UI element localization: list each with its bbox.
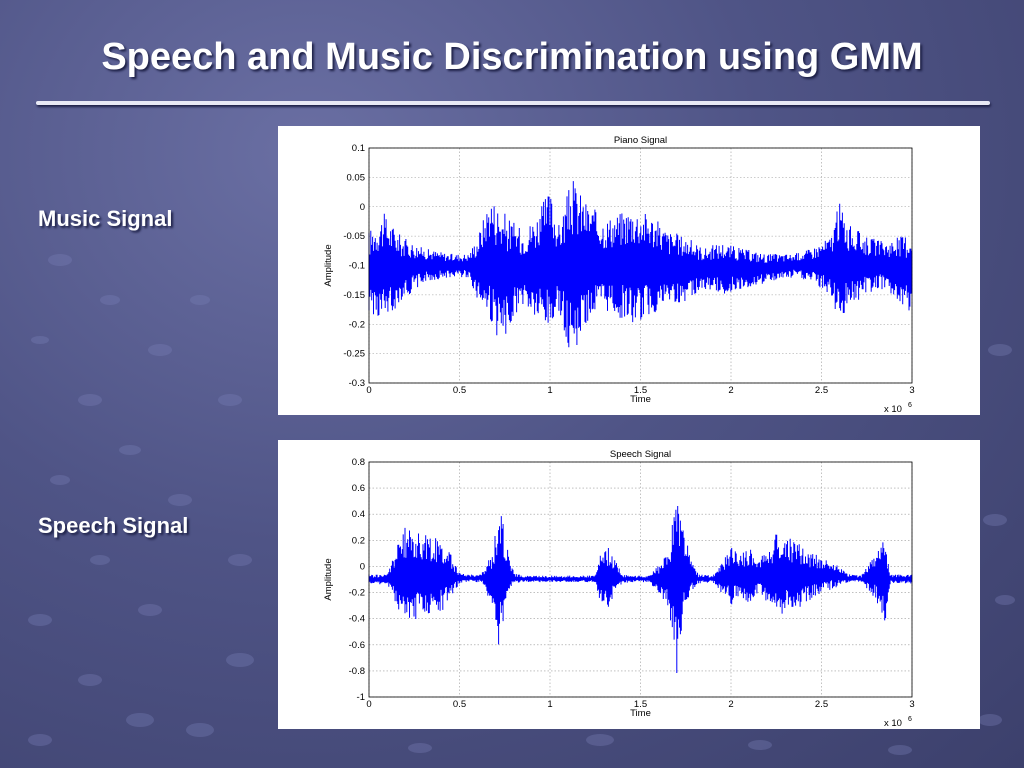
y-tick-label: -0.1	[349, 261, 365, 272]
x-multiplier-exponent: 6	[908, 402, 912, 409]
slide-title: Speech and Music Discrimination using GM…	[101, 36, 923, 78]
x-tick-label: 2.5	[815, 385, 828, 396]
x-tick-label: 0	[366, 385, 371, 396]
plot-frame	[368, 147, 913, 384]
y-tick-label: 0.8	[352, 457, 365, 468]
y-tick-label: -0.2	[349, 588, 365, 599]
x-tick-label: 1.5	[634, 385, 647, 396]
y-tick-label: -0.6	[349, 640, 365, 651]
x-tick-label: 2	[728, 699, 733, 710]
y-tick-label: 0.1	[352, 143, 365, 154]
waveform-series	[368, 181, 913, 348]
plot-frame	[368, 461, 913, 698]
chart-title: Speech Signal	[610, 449, 671, 460]
y-tick-label: 0.05	[347, 172, 366, 183]
y-tick-label: -0.4	[349, 614, 365, 625]
y-axis-label: Amplitude	[323, 244, 334, 286]
x-tick-label: 0	[366, 699, 371, 710]
music-signal-label: Music Signal	[38, 206, 173, 231]
y-tick-label: -0.25	[343, 349, 365, 360]
y-tick-label: -0.8	[349, 666, 365, 677]
x-tick-label: 1	[547, 699, 552, 710]
y-tick-label: -0.15	[343, 290, 365, 301]
y-tick-label: 0.6	[352, 483, 365, 494]
piano-chart-panel: Piano Signal 0 0.5 1 1.5 2 2.5 3 0.1 0.05 0 -0.05 -0…	[278, 126, 980, 415]
speech-chart-panel: Speech Signal 0 0.5 1 1.5 2 2.5 3 0.8 0.6 0.4 0.2 0-…	[278, 440, 980, 729]
waveform-trace	[368, 181, 913, 348]
x-axis-label: Time	[630, 708, 651, 719]
x-axis-label: Time	[630, 394, 651, 405]
title-divider	[36, 101, 990, 105]
y-tick-label: 0	[360, 202, 365, 213]
y-tick-label: -1	[357, 692, 365, 703]
x-tick-label: 3	[909, 699, 914, 710]
y-tick-label: 0	[360, 561, 365, 572]
x-multiplier-label: x 10	[884, 718, 902, 729]
speech-signal-label: Speech Signal	[38, 513, 189, 538]
x-multiplier-exponent: 6	[908, 716, 912, 723]
x-tick-label: 0.5	[453, 699, 466, 710]
piano-signal-chart: Piano Signal 0 0.5 1 1.5 2 2.5 3 0.1 0.05 0 -0.05 -0…	[323, 135, 915, 415]
x-tick-label: 3	[909, 385, 914, 396]
y-tick-label: -0.05	[343, 231, 365, 242]
y-axis-label: Amplitude	[323, 558, 334, 600]
y-tick-label: 0.2	[352, 535, 365, 546]
y-tick-label: -0.3	[349, 378, 365, 389]
x-tick-label: 2	[728, 385, 733, 396]
y-tick-label: 0.4	[352, 509, 365, 520]
x-tick-label: 0.5	[453, 385, 466, 396]
x-multiplier-label: x 10	[884, 404, 902, 415]
chart-title: Piano Signal	[614, 135, 667, 146]
y-tick-label: -0.2	[349, 319, 365, 330]
x-tick-label: 2.5	[815, 699, 828, 710]
x-tick-label: 1.5	[634, 699, 647, 710]
x-tick-label: 1	[547, 385, 552, 396]
